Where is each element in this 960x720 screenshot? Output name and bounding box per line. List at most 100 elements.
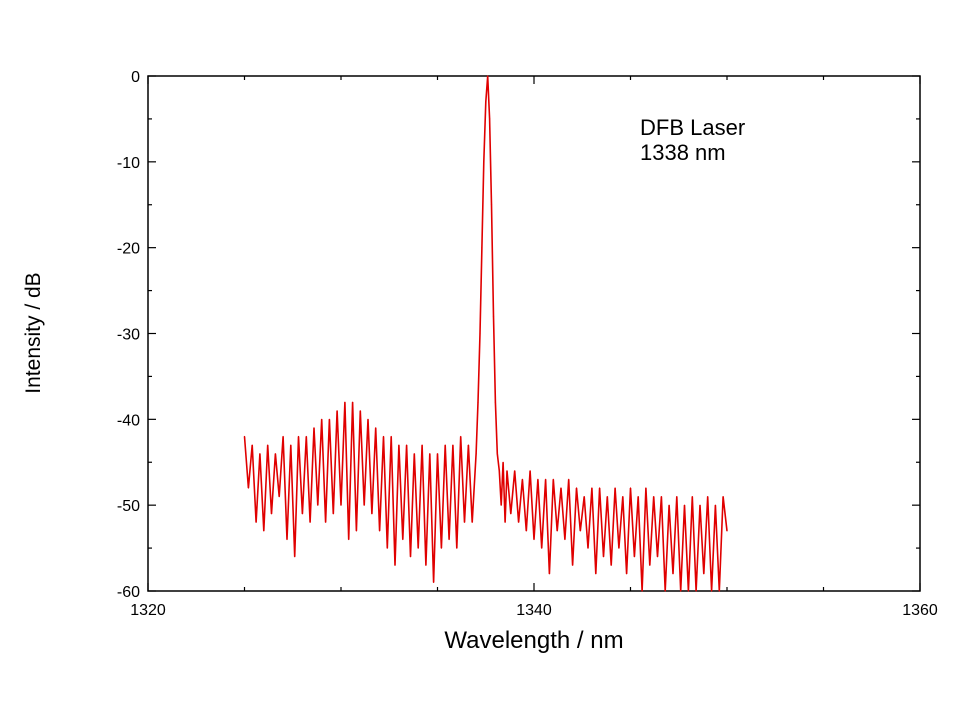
data-point [348, 538, 350, 541]
data-point [406, 444, 408, 446]
data-point [606, 496, 608, 498]
data-point [629, 487, 632, 489]
data-point [394, 564, 396, 566]
data-point [485, 101, 487, 103]
data-point [591, 487, 593, 489]
data-point [367, 418, 369, 420]
data-point [637, 496, 639, 498]
data-point [433, 581, 435, 584]
data-point [290, 444, 292, 446]
x-tick-label: 1320 [130, 602, 166, 619]
data-point [429, 453, 431, 455]
data-point [680, 590, 682, 592]
data-point [448, 538, 450, 541]
y-tick-label: -60 [117, 584, 140, 601]
data-point [425, 564, 427, 566]
y-axis-label: Intensity / dB [22, 272, 45, 393]
data-point [294, 556, 296, 558]
data-point [309, 521, 311, 523]
data-point [332, 513, 334, 515]
data-point [575, 487, 578, 489]
data-point [363, 504, 365, 506]
data-point [687, 590, 690, 592]
data-point [460, 435, 462, 438]
data-point [328, 418, 330, 420]
series-layer [243, 75, 728, 592]
data-point [398, 444, 400, 446]
annotation-line-1: DFB Laser [640, 115, 745, 140]
data-point [452, 444, 454, 446]
data-point [514, 470, 516, 472]
data-point [506, 470, 508, 472]
y-tick-label: -20 [117, 241, 140, 258]
data-point [436, 453, 439, 455]
data-point [691, 496, 693, 498]
data-point [683, 504, 686, 506]
x-tick-label: 1340 [516, 602, 552, 619]
data-point [481, 247, 483, 249]
data-point [622, 496, 624, 498]
data-point [471, 521, 473, 523]
data-point [633, 556, 636, 558]
data-point [626, 573, 628, 575]
data-point [489, 118, 491, 120]
data-point [496, 453, 498, 455]
data-point [301, 513, 303, 515]
data-point [556, 530, 558, 532]
data-point [541, 547, 543, 549]
data-point [568, 478, 570, 480]
data-point [695, 590, 697, 592]
data-point [676, 496, 678, 498]
data-point [305, 435, 307, 438]
data-point [718, 590, 720, 592]
data-point [518, 521, 520, 523]
data-point [417, 547, 419, 549]
data-point [444, 444, 446, 446]
data-point [714, 504, 717, 506]
data-point [711, 590, 713, 592]
data-point [504, 521, 506, 523]
data-point [379, 530, 381, 532]
data-point [707, 496, 709, 498]
data-point [502, 461, 504, 463]
data-point [649, 564, 651, 566]
data-point [521, 478, 524, 480]
x-axis-label: Wavelength / nm [444, 627, 623, 654]
y-tick-label: -50 [117, 498, 140, 515]
data-point [641, 590, 643, 592]
data-point [413, 453, 415, 455]
data-point [409, 556, 412, 558]
data-point [297, 435, 300, 438]
data-point [477, 401, 479, 403]
data-point [456, 547, 458, 549]
data-point [375, 427, 377, 429]
data-point [699, 504, 701, 506]
data-point [645, 487, 647, 489]
data-point [552, 478, 554, 480]
data-point [587, 547, 589, 549]
data-point [336, 410, 338, 412]
data-point [548, 573, 551, 575]
data-point [533, 538, 535, 541]
data-point [602, 556, 605, 558]
data-point [672, 573, 674, 575]
data-point [564, 538, 566, 541]
data-point [660, 496, 663, 498]
data-point [726, 530, 728, 532]
y-tick-label: -40 [117, 412, 140, 429]
data-point [487, 75, 489, 77]
y-tick-label: -10 [117, 155, 140, 172]
data-point [259, 453, 261, 455]
data-point [247, 487, 249, 489]
annotation-line-2: 1338 nm [640, 140, 726, 165]
data-point [614, 487, 616, 489]
data-point [525, 530, 527, 532]
data-point [498, 470, 500, 472]
data-point [545, 478, 547, 480]
data-point [321, 418, 323, 420]
data-point [270, 513, 273, 515]
spectrum-series-line [243, 75, 728, 592]
data-point [255, 521, 257, 523]
data-point [475, 453, 477, 455]
